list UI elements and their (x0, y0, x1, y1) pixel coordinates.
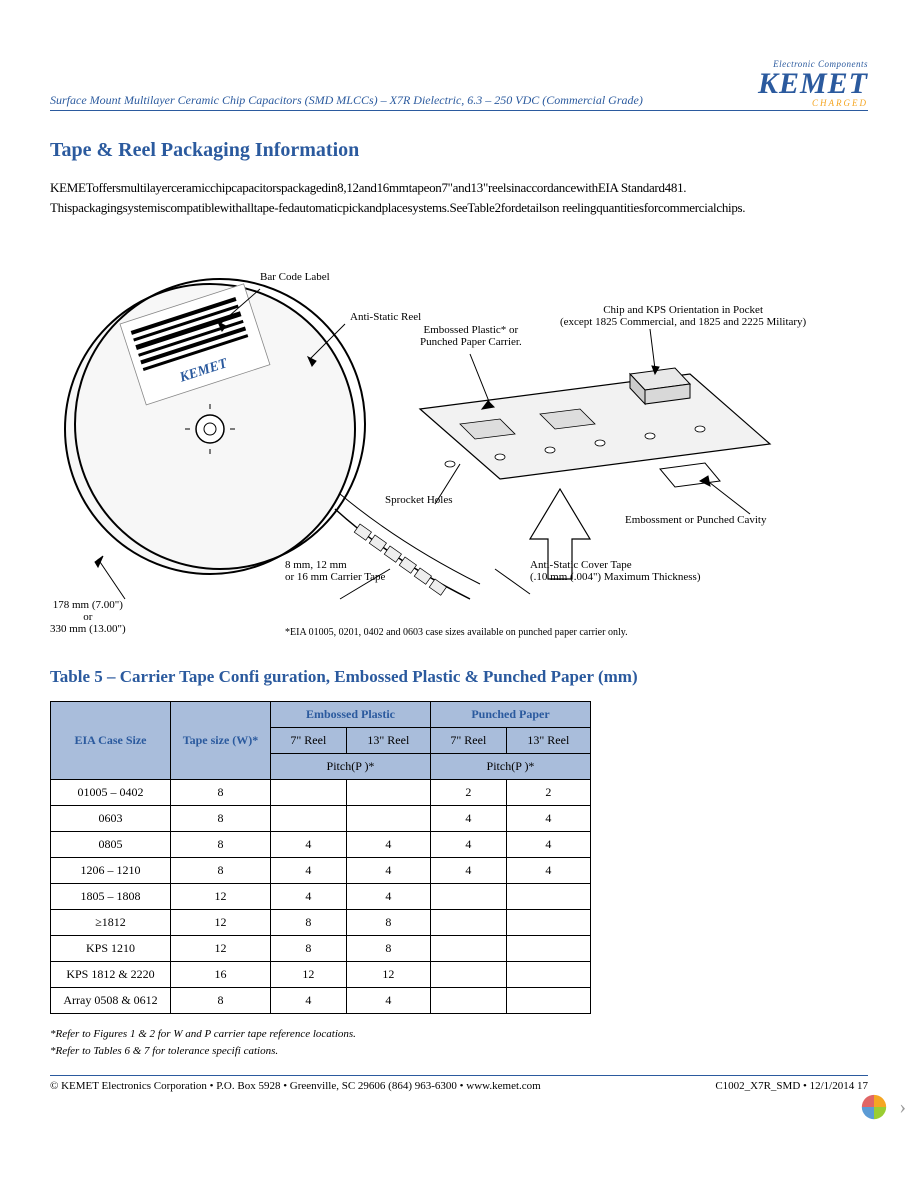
th-tape-size: Tape size (W)* (171, 702, 271, 780)
reel-diagram: KEMET (50, 229, 868, 649)
page-nav-widget: › (859, 1092, 906, 1122)
label-sprocket: Sprocket Holes (385, 494, 453, 506)
section-heading: Tape & Reel Packaging Information (50, 139, 868, 162)
th-p-reel13: 13" Reel (506, 728, 590, 754)
footer-left: © KEMET Electronics Corporation • P.O. B… (50, 1080, 541, 1092)
logo-tagline-bottom: CHARGED (758, 99, 868, 108)
table5-title: Table 5 – Carrier Tape Confi guration, E… (50, 667, 868, 687)
th-e-pitch: Pitch(P )* (271, 754, 431, 780)
diagram-svg: KEMET (50, 229, 870, 649)
logo-brand: KEMET (758, 69, 868, 99)
intro-paragraph: KEMEToffersmultilayerceramicchipcapacito… (50, 178, 868, 217)
table-row: 1805 – 18081244 (51, 884, 591, 910)
label-chip-orientation: Chip and KPS Orientation in Pocket (exce… (560, 304, 806, 328)
footnote-1: *Refer to Figures 1 & 2 for W and P carr… (50, 1026, 868, 1043)
th-e-reel13: 13" Reel (346, 728, 430, 754)
table-row: ≥18121288 (51, 910, 591, 936)
th-embossed: Embossed Plastic (271, 702, 431, 728)
label-barcode: Bar Code Label (260, 271, 330, 283)
document-title: Surface Mount Multilayer Ceramic Chip Ca… (50, 93, 643, 108)
th-e-reel7: 7" Reel (271, 728, 347, 754)
pinwheel-icon[interactable] (859, 1092, 889, 1122)
footer-right: C1002_X7R_SMD • 12/1/2014 17 (715, 1080, 868, 1092)
table-row: KPS 1812 & 2220161212 (51, 962, 591, 988)
label-cover-tape: Anti-Static Cover Tape (.10 mm (.004") M… (530, 559, 701, 583)
label-eia-note: *EIA 01005, 0201, 0402 and 0603 case siz… (285, 627, 628, 638)
next-page-chevron-icon[interactable]: › (899, 1096, 906, 1119)
page-container: Surface Mount Multilayer Ceramic Chip Ca… (0, 0, 918, 1132)
table-row: KPS 12101288 (51, 936, 591, 962)
label-embossed-carrier: Embossed Plastic* or Punched Paper Carri… (420, 324, 522, 348)
table-row: 080584444 (51, 832, 591, 858)
kemet-logo: Electronic Components KEMET CHARGED (758, 60, 868, 108)
page-footer: © KEMET Electronics Corporation • P.O. B… (50, 1075, 868, 1092)
th-case-size: EIA Case Size (51, 702, 171, 780)
label-reel-dim: 178 mm (7.00") or 330 mm (13.00") (50, 599, 126, 635)
th-p-pitch: Pitch(P )* (431, 754, 591, 780)
page-header: Surface Mount Multilayer Ceramic Chip Ca… (50, 60, 868, 111)
table5-body: 01005 – 0402822 0603844 080584444 1206 –… (51, 780, 591, 1014)
footnotes: *Refer to Figures 1 & 2 for W and P carr… (50, 1026, 868, 1059)
th-punched: Punched Paper (431, 702, 591, 728)
footnote-2: *Refer to Tables 6 & 7 for tolerance spe… (50, 1043, 868, 1060)
table-row: Array 0508 & 0612844 (51, 988, 591, 1014)
table-row: 1206 – 121084444 (51, 858, 591, 884)
table-row: 0603844 (51, 806, 591, 832)
table-row: 01005 – 0402822 (51, 780, 591, 806)
th-p-reel7: 7" Reel (431, 728, 507, 754)
label-embossment: Embossment or Punched Cavity (625, 514, 766, 526)
table5: EIA Case Size Tape size (W)* Embossed Pl… (50, 701, 591, 1014)
label-antistatic-reel: Anti-Static Reel (350, 311, 421, 323)
label-carrier-tape: 8 mm, 12 mm or 16 mm Carrier Tape (285, 559, 385, 583)
